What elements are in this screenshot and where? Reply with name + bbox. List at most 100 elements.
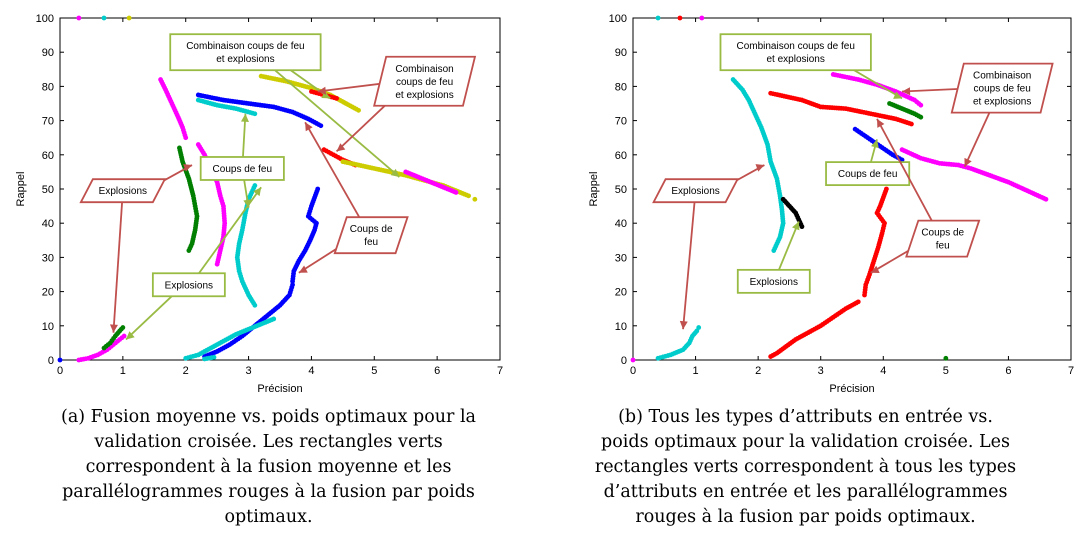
data-point [186,248,192,253]
callout-arrowhead [126,331,135,340]
data-series [677,15,683,21]
callout-label: Combinaison [973,71,1031,82]
data-point [768,354,774,359]
x-axis-label: Précision [257,383,302,395]
data-point [453,190,459,195]
y-tick-label: 30 [42,252,54,264]
callout-rectangle [199,156,285,181]
caption-line: d’attributs en entrée et les parallélogr… [603,482,1008,502]
data-point [655,15,661,21]
callout-parallelogram [333,216,409,255]
annotation-callout: Explosions [652,178,740,204]
x-tick-label: 1 [120,365,126,377]
figure-b: 0 1 2 3 4 5 6 7 0 10 20 30 40 50 60 70 80 90 100 Précision R… [537,0,1074,527]
callout-rectangle [719,33,872,72]
y-tick-label: 0 [48,355,54,367]
x-tick-label: 7 [497,365,503,377]
callout-arrowhead [243,199,252,208]
y-tick-label: 40 [42,218,54,230]
y-tick-label: 50 [42,184,54,196]
x-tick-label: 3 [246,365,252,377]
callout-arrowhead [893,91,903,99]
data-point [126,15,132,21]
callout-arrow [902,88,961,93]
chart-b: 0 1 2 3 4 5 6 70102030405060708090100PrécisionR… [588,13,1074,395]
x-axis-label: Précision [829,383,874,395]
callout-rectangle [736,268,811,294]
annotation-callout: Combinaison coups de feu et explosions [169,33,322,72]
callout-arrow [112,201,124,333]
callout-arrow [777,221,800,272]
annotation-callout: Coups de feu [905,219,981,258]
data-point [918,114,924,120]
callout-arrowhead [871,139,879,149]
data-point [101,15,107,21]
figure-a: 0 1 2 3 4 5 6 7 0 10 20 30 40 50 60 70 80 90 100 Précision R… [0,0,537,527]
callout-arrowhead [321,91,331,99]
data-series [699,15,705,21]
y-axis-label: Rappel [15,172,27,207]
callout-arrowhead [336,143,346,152]
data-point [699,15,705,21]
data-point [211,354,217,360]
data-point [356,107,361,113]
data-point [472,196,478,202]
callout-rectangle [169,33,322,72]
callout-arrow [682,201,696,330]
x-tick-label: 6 [434,365,440,377]
caption-line: parallélogrammes rouges à la fusion par … [62,482,475,502]
x-tick-label: 4 [880,365,886,377]
y-tick-label: 60 [42,150,54,162]
x-tick-label: 5 [371,365,377,377]
callout-arrowhead [870,265,880,273]
x-tick-label: 0 [57,365,63,377]
callout-arrow [304,121,362,221]
annotation-callout: Explosions [736,268,811,294]
callout-rectangle [151,272,226,298]
data-series [57,357,63,363]
data-series [101,15,107,21]
callout-label: Explosions [750,277,798,288]
data-point [943,355,949,361]
data-series [768,90,914,127]
callout-label: Coups de [921,228,964,239]
x-tick-label: 4 [308,365,314,377]
data-point [57,357,63,363]
data-series [780,196,805,230]
data-point [677,15,683,21]
data-point [799,224,805,230]
callout-parallelogram [652,178,740,204]
caption-line: (b) Tous les types d’attributs en entrée… [618,407,993,427]
y-tick-label: 70 [615,116,627,128]
data-series [899,147,1049,202]
data-point [252,302,258,308]
callout-arrowhead [305,122,313,132]
caption-line: optimaux. [224,507,313,527]
callout-arrowhead [253,187,262,197]
data-series [101,325,126,351]
data-point [771,248,777,253]
callout-label: et explosions [973,97,1031,108]
callout-label: Coups de feu [213,164,273,175]
callout-label: Coups de [350,224,393,235]
y-tick-label: 20 [615,287,627,299]
callout-rectangle [825,161,911,187]
data-series [76,15,82,21]
data-series [730,77,786,253]
callout-arrowhead [317,86,327,95]
callout-label: Combinaison coups de feu [736,41,854,52]
data-series [202,354,217,362]
data-point [918,102,924,108]
data-point [315,186,321,192]
annotation-callout: Combinaison coups de feu et explosions [373,55,477,107]
annotation-callout: Coups de feu [825,161,911,187]
data-series [183,316,277,361]
x-tick-label: 7 [1068,365,1074,377]
y-tick-label: 80 [42,81,54,93]
callout-arrowhead [679,320,688,330]
y-tick-label: 10 [42,321,54,333]
data-point [318,123,324,129]
callout-label: Explosions [671,186,719,197]
callout-arrow [876,118,935,225]
x-tick-label: 3 [818,365,824,377]
